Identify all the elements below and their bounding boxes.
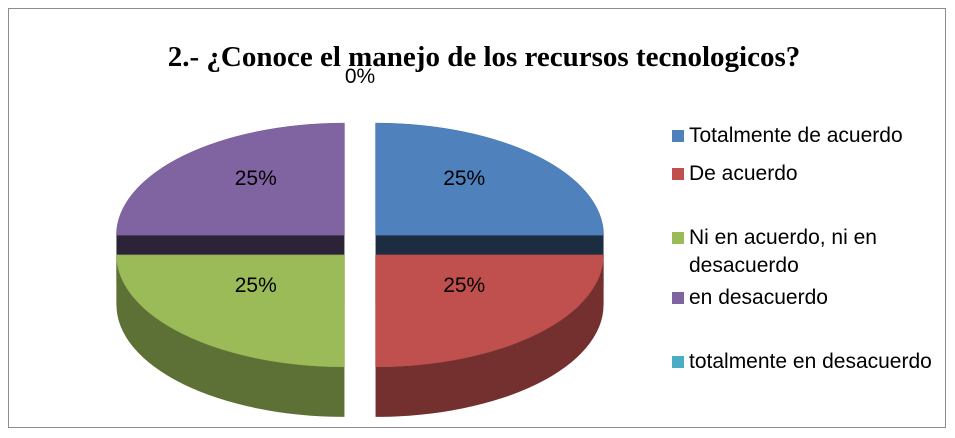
legend-item: Ni en acuerdo, ni en desacuerdo [672, 224, 942, 280]
data-label: 25% [235, 274, 277, 297]
slice-top [375, 122, 604, 236]
legend-item: totalmente en desacuerdo [672, 348, 942, 376]
legend-swatch [672, 168, 684, 180]
legend-swatch [672, 232, 684, 244]
chart-title: 2.- ¿Conoce el manejo de los recursos te… [168, 41, 801, 73]
legend-swatch [672, 356, 684, 368]
chart-frame [8, 8, 946, 428]
slice-top [116, 122, 345, 236]
pie-slice [375, 254, 604, 417]
legend-item: Totalmente de acuerdo [672, 122, 942, 150]
legend-label: De acuerdo [689, 162, 798, 185]
legend-swatch [672, 130, 684, 142]
slice-side [375, 254, 604, 417]
slice-side [116, 254, 345, 417]
legend-label: Totalmente de acuerdo [689, 124, 903, 147]
legend-label: Ni en acuerdo, ni en desacuerdo [689, 226, 877, 277]
legend-label: totalmente en desacuerdo [689, 350, 932, 373]
legend-item: en desacuerdo [672, 284, 942, 312]
pie-slice [116, 254, 345, 417]
legend-swatch [672, 292, 684, 304]
data-label: 25% [443, 167, 485, 190]
slice-top [375, 254, 604, 368]
legend-item: De acuerdo [672, 160, 942, 188]
data-label: 25% [443, 274, 485, 297]
slice-top [116, 254, 345, 368]
legend-label: en desacuerdo [689, 286, 828, 309]
data-label: 25% [235, 167, 277, 190]
data-label: 0% [345, 65, 375, 88]
